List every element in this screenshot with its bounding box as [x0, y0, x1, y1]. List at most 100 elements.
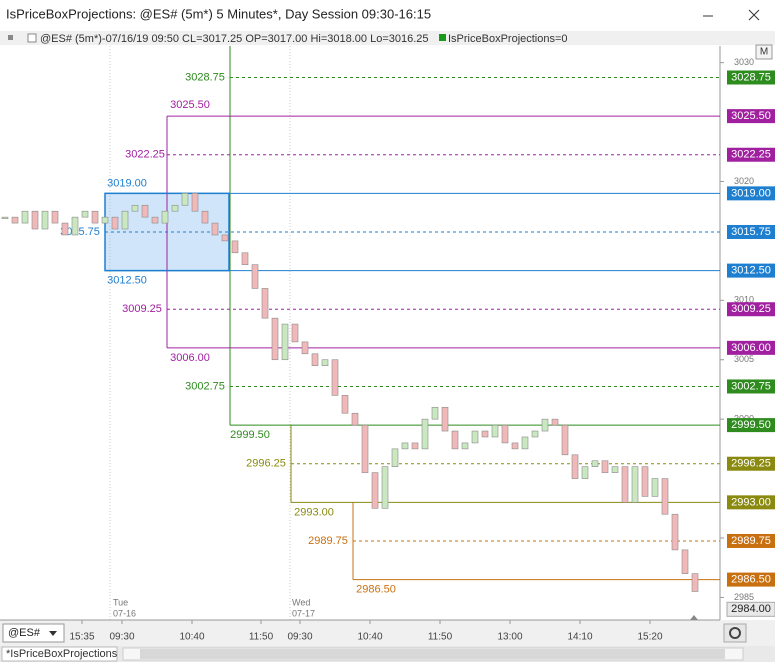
- candle: [571, 454, 579, 479]
- candle: [281, 323, 289, 361]
- m-button-label[interactable]: M: [760, 47, 768, 58]
- level-tag-label: 3012.50: [731, 265, 771, 277]
- level-tag-label: 3006.00: [731, 342, 771, 354]
- candle: [51, 210, 59, 224]
- candle: [341, 395, 349, 414]
- candle: [431, 406, 439, 420]
- candle: [371, 472, 379, 509]
- candle: [541, 418, 549, 432]
- refresh-icon[interactable]: [729, 627, 741, 639]
- date-label: 07-16: [113, 608, 136, 618]
- level-tag-label: 3002.75: [731, 380, 771, 392]
- candle: [661, 478, 669, 515]
- level-tag-label: 3015.75: [731, 226, 771, 238]
- candle: [391, 448, 399, 467]
- title-bar: [0, 0, 775, 30]
- candle: [561, 424, 569, 456]
- candle: [401, 442, 409, 450]
- candle: [151, 216, 159, 224]
- level-tag: [727, 418, 775, 433]
- close-button[interactable]: [748, 9, 760, 21]
- indicator-icon: [439, 34, 446, 41]
- level-tag: [727, 263, 775, 278]
- level-tag-label: 3009.25: [731, 303, 771, 315]
- candle: [161, 210, 169, 224]
- candle: [361, 424, 369, 473]
- candle: [641, 466, 649, 497]
- candle: [21, 210, 29, 224]
- level-tag: [727, 186, 775, 201]
- level-tag: [727, 70, 775, 85]
- candle: [581, 466, 589, 479]
- level-tag-label: 2996.25: [731, 458, 771, 470]
- candle: [421, 418, 429, 450]
- candle: [261, 288, 269, 319]
- level-tag: [727, 379, 775, 394]
- candle: [531, 430, 539, 438]
- bottom-toolbar: [0, 620, 775, 646]
- candle: [201, 210, 209, 224]
- candle: [141, 204, 149, 218]
- scrollbar-thumb[interactable]: [140, 649, 725, 659]
- candle: [171, 204, 179, 212]
- sheet-tab[interactable]: [1, 646, 118, 662]
- candle: [211, 222, 219, 236]
- m-button[interactable]: [755, 44, 773, 60]
- candle: [231, 240, 239, 254]
- candle: [331, 359, 339, 396]
- level-label: 3009.25: [122, 303, 162, 315]
- x-tick-label: 09:30: [287, 632, 312, 643]
- candle: [91, 210, 99, 224]
- level-label: 3006.00: [170, 352, 210, 364]
- candle: [71, 216, 79, 236]
- level-tag: [727, 533, 775, 548]
- candle: [501, 424, 509, 444]
- candle: [621, 466, 629, 503]
- candle: [291, 323, 299, 343]
- y-tick-label: 2985: [734, 592, 754, 602]
- candle: [351, 412, 359, 426]
- candle: [691, 573, 699, 592]
- level-tag-label: 3019.00: [731, 187, 771, 199]
- candle: [631, 466, 639, 503]
- date-label: 07-17: [292, 608, 315, 618]
- last-price-label: 2984.00: [731, 603, 771, 615]
- level-label: 3028.75: [185, 71, 225, 83]
- level-label: 2999.50: [230, 429, 270, 441]
- candle: [461, 442, 469, 450]
- x-tick-label: 11:50: [428, 632, 453, 643]
- candle: [321, 359, 329, 366]
- candle: [271, 317, 279, 361]
- sheet-tab-label[interactable]: *IsPriceBoxProjections: [6, 648, 118, 660]
- level-label: 3002.75: [185, 380, 225, 392]
- candle: [601, 460, 609, 473]
- level-tag: [727, 572, 775, 587]
- candle: [511, 442, 519, 450]
- candle: [671, 513, 679, 551]
- candle: [41, 210, 49, 230]
- symbol-dropdown[interactable]: [2, 623, 65, 643]
- header-bar: [0, 31, 775, 45]
- level-tag: [727, 340, 775, 355]
- date-day: Tue: [113, 597, 128, 607]
- candle: [131, 204, 139, 212]
- level-label: 2993.00: [294, 506, 334, 518]
- level-label: 3012.50: [107, 275, 147, 287]
- level-tag-label: 2993.00: [731, 496, 771, 508]
- symbol-dropdown-label[interactable]: @ES#: [8, 627, 41, 639]
- dropdown-arrow[interactable]: [49, 631, 57, 636]
- level-label: 3019.00: [107, 177, 147, 189]
- date-day: Wed: [292, 597, 310, 607]
- candle: [411, 442, 419, 450]
- x-tick-label: 13:00: [497, 632, 522, 643]
- candle: [221, 234, 229, 242]
- refresh-button[interactable]: [723, 623, 747, 643]
- candle: [611, 466, 619, 473]
- candle: [381, 466, 389, 509]
- candle: [81, 210, 89, 218]
- candle: [61, 222, 69, 236]
- symbol-info: @ES# (5m*)-07/16/19 09:50 CL=3017.25 OP=…: [40, 33, 429, 45]
- candle: [481, 430, 489, 438]
